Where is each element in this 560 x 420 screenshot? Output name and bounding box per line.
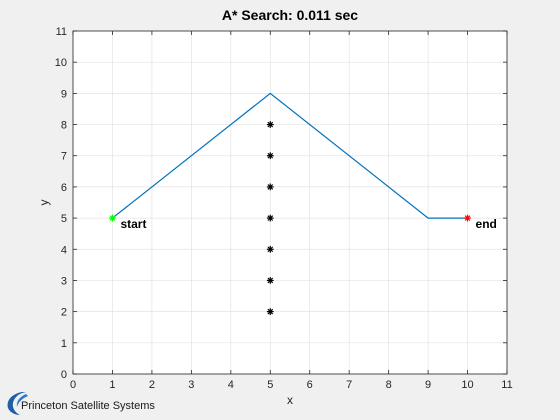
- obstacle-point: [266, 152, 274, 160]
- y-tick-label: 3: [61, 275, 67, 287]
- x-tick-label: 2: [149, 379, 155, 391]
- y-tick-label: 5: [61, 213, 67, 225]
- start-label: start: [120, 217, 146, 231]
- y-axis-label: y: [37, 200, 51, 206]
- chart-marks: start end: [109, 92, 497, 316]
- x-tick-label: 5: [267, 379, 273, 391]
- axes-frame: [72, 30, 508, 375]
- plot-area: [73, 31, 507, 374]
- y-tick-label: 0: [61, 369, 67, 381]
- x-tick-label: 7: [346, 379, 352, 391]
- x-tick-label: 9: [425, 379, 431, 391]
- y-tick-label: 1: [61, 338, 67, 350]
- obstacle-point: [266, 183, 274, 191]
- chart-title: A* Search: 0.011 sec: [222, 7, 358, 23]
- y-tick-label: 11: [56, 26, 67, 38]
- ticks: 0 1 2 3 4 5 6 7 8 9 10 11 0 1 2 3 4 5 6 7 8 9 10 11: [55, 26, 513, 391]
- end-point: [464, 214, 471, 222]
- obstacle-point: [266, 121, 274, 128]
- start-point: [109, 214, 116, 222]
- obstacle-point: [266, 277, 274, 284]
- x-tick-label: 8: [386, 379, 392, 391]
- obstacle-point: [266, 308, 274, 316]
- y-tick-label: 8: [61, 120, 67, 132]
- y-tick-label: 6: [61, 182, 67, 194]
- y-tick-label: 2: [61, 307, 67, 319]
- y-tick-label: 4: [61, 244, 67, 256]
- end-label: end: [476, 217, 497, 231]
- x-tick-label: 0: [70, 379, 76, 391]
- x-tick-label: 1: [109, 379, 115, 391]
- x-axis-label: x: [287, 393, 293, 407]
- x-tick-label: 4: [228, 379, 234, 391]
- x-tick-label: 10: [461, 379, 473, 391]
- obstacle-point: [266, 214, 274, 222]
- path-line: [112, 92, 468, 219]
- x-tick-label: 3: [188, 379, 194, 391]
- obstacle-point: [266, 245, 274, 253]
- y-tick-label: 9: [61, 88, 67, 100]
- y-tick-label: 7: [61, 151, 67, 163]
- y-tick-label: 10: [55, 57, 67, 69]
- x-tick-label: 6: [307, 379, 313, 391]
- logo-text: Princeton Satellite Systems: [21, 400, 155, 412]
- psslogo-icon: [7, 392, 28, 415]
- x-tick-label: 11: [501, 379, 512, 391]
